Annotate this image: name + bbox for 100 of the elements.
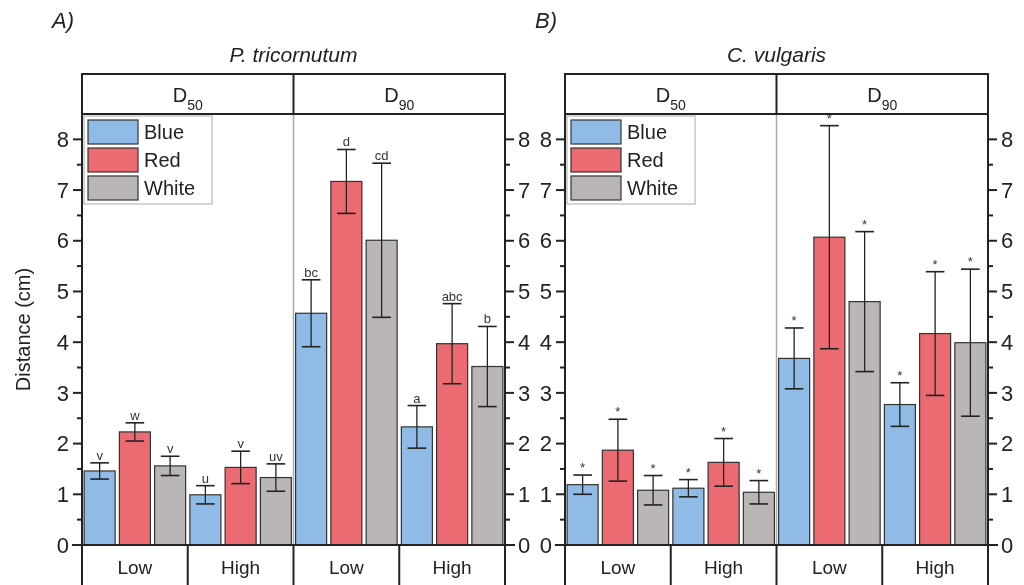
legend-label: Blue	[144, 121, 185, 143]
bar	[400, 426, 433, 546]
y-tick-label: 0	[539, 532, 552, 558]
y-tick-label: 6	[56, 228, 69, 254]
bar	[742, 491, 775, 546]
y2-tick-label: 5	[1001, 279, 1014, 305]
bar	[365, 239, 398, 546]
annotation: w	[129, 407, 141, 423]
annotation: b	[483, 311, 491, 327]
y2-tick-label: 3	[1001, 380, 1014, 406]
x-tick-label: High	[915, 557, 955, 578]
y2-tick-label: 8	[518, 127, 531, 153]
annotation: u	[201, 470, 209, 486]
bar	[436, 343, 469, 546]
legend-label: Red	[144, 149, 181, 171]
annotation: *	[862, 216, 868, 232]
annotation: cd	[374, 148, 389, 164]
annotation: *	[756, 465, 762, 481]
x-tick-label: Low	[328, 557, 365, 578]
text: D$_{90}$	[384, 84, 415, 113]
y2-tick-label: 6	[1001, 228, 1014, 254]
annotation: uv	[269, 448, 284, 464]
annotation: *	[615, 404, 621, 420]
chart-title: P. tricornutum	[229, 43, 358, 66]
y2-tick-label: 1	[518, 481, 531, 507]
y-tick-label: 1	[56, 481, 69, 507]
bar	[672, 487, 705, 546]
y2-tick-label: 6	[518, 228, 531, 254]
x-tick-label: Low	[811, 557, 848, 578]
annotation: v	[237, 436, 245, 452]
annotation: v	[96, 447, 104, 463]
annotation: *	[685, 464, 691, 480]
x-tick-label: High	[432, 557, 472, 578]
bar	[189, 494, 222, 546]
y2-tick-label: 3	[518, 380, 531, 406]
bar	[118, 431, 151, 546]
text: B)	[535, 8, 557, 33]
bar	[848, 301, 881, 546]
annotation: *	[650, 460, 656, 476]
text: A)	[50, 8, 74, 33]
bar	[813, 236, 846, 546]
x-tick-label: High	[704, 557, 744, 578]
y-tick-label: 1	[539, 481, 552, 507]
legend-label: Blue	[627, 121, 668, 143]
annotation: *	[721, 423, 727, 439]
legend-label: White	[144, 177, 196, 199]
y-tick-label: 4	[539, 329, 552, 355]
y-tick-label: 3	[539, 380, 552, 406]
annotation: bc	[304, 264, 319, 280]
x-tick-label: Low	[600, 557, 636, 578]
bar	[954, 342, 987, 546]
y2-tick-label: 2	[1001, 431, 1014, 457]
bar	[83, 470, 116, 546]
bar	[330, 180, 363, 546]
annotation: *	[791, 312, 797, 328]
annotation: *	[932, 256, 938, 272]
y2-tick-label: 2	[518, 431, 531, 457]
bar	[601, 449, 634, 546]
annotation: *	[897, 367, 903, 383]
y-tick-label: 7	[539, 177, 552, 203]
y-tick-label: 4	[56, 329, 69, 355]
bar	[471, 365, 504, 546]
text: D$_{50}$	[172, 84, 203, 113]
annotation: d	[342, 134, 350, 150]
y2-tick-label: 0	[518, 532, 531, 558]
y2-tick-label: 4	[518, 329, 531, 355]
bar	[154, 465, 187, 546]
y2-tick-label: 0	[1001, 532, 1014, 558]
y-tick-label: 2	[539, 431, 552, 457]
y2-tick-label: 7	[1001, 177, 1014, 203]
annotation: *	[967, 254, 973, 270]
bar	[637, 489, 670, 546]
y-tick-label: 0	[56, 532, 69, 558]
y-tick-label: 3	[56, 380, 69, 406]
text: D$_{50}$	[655, 84, 686, 113]
y-tick-label: 7	[56, 177, 69, 203]
y-tick-label: 6	[539, 228, 552, 254]
y2-tick-label: 1	[1001, 481, 1014, 507]
bar	[224, 466, 257, 546]
bar	[919, 332, 952, 546]
y-tick-label: 8	[56, 127, 69, 153]
y2-tick-label: 7	[518, 177, 531, 203]
bar	[259, 476, 292, 546]
y2-tick-label: 5	[518, 279, 531, 305]
y-tick-label: 2	[56, 431, 69, 457]
annotation: a	[413, 390, 422, 406]
annotation: v	[166, 441, 174, 457]
bar	[707, 461, 740, 546]
annotation: abc	[441, 288, 464, 304]
bar	[566, 484, 599, 546]
y2-tick-label: 8	[1001, 127, 1014, 153]
y2-tick-label: 4	[1001, 329, 1014, 355]
bar	[778, 357, 811, 546]
y-tick-label: 8	[539, 127, 552, 153]
chart-title: C. vulgaris	[726, 43, 827, 66]
legend-label: Red	[627, 149, 664, 171]
y-tick-label: 5	[56, 279, 69, 305]
bar	[295, 312, 328, 546]
x-tick-label: High	[221, 557, 261, 578]
y-tick-label: 5	[539, 279, 552, 305]
